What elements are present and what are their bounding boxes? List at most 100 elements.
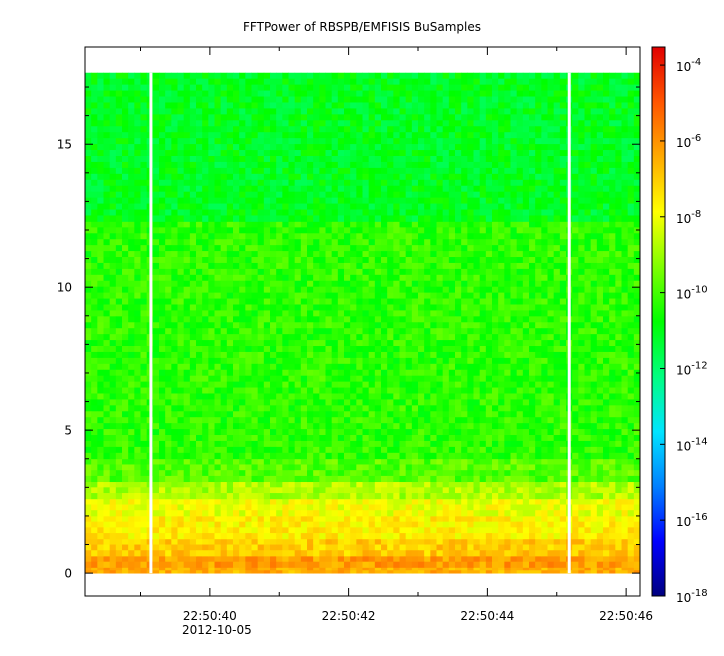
heatmap-cell xyxy=(122,411,129,418)
heatmap-cell xyxy=(461,493,468,500)
heatmap-cell xyxy=(603,538,610,545)
heatmap-cell xyxy=(189,274,197,282)
heatmap-cell xyxy=(159,550,166,557)
heatmap-cell xyxy=(374,233,382,240)
heatmap-cell xyxy=(152,251,160,258)
heatmap-cell xyxy=(559,464,567,471)
heatmap-cell xyxy=(559,487,567,494)
heatmap-cell xyxy=(251,375,259,383)
heatmap-cell xyxy=(288,515,296,523)
heatmap-cell xyxy=(393,280,400,288)
heatmap-cell xyxy=(319,322,326,329)
heatmap-cell xyxy=(510,533,518,540)
heatmap-cell xyxy=(621,567,629,571)
heatmap-cell xyxy=(442,363,450,371)
heatmap-cell xyxy=(584,567,592,571)
heatmap-cell xyxy=(448,515,456,523)
heatmap-cell xyxy=(510,527,518,534)
heatmap-cell xyxy=(627,393,635,400)
heatmap-cell xyxy=(442,257,450,264)
heatmap-cell xyxy=(152,334,160,341)
heatmap-cell xyxy=(381,227,388,234)
heatmap-cell xyxy=(615,470,622,477)
heatmap-cell xyxy=(553,538,561,545)
heatmap-cell xyxy=(405,357,413,365)
heatmap-cell xyxy=(233,346,240,353)
heatmap-cell xyxy=(442,567,450,571)
heatmap-cell xyxy=(362,538,370,545)
heatmap-cell xyxy=(159,268,166,276)
heatmap-cell xyxy=(559,550,567,557)
heatmap-cell xyxy=(189,369,197,377)
heatmap-cell xyxy=(288,334,296,341)
heatmap-cell xyxy=(516,357,524,365)
heatmap-cell xyxy=(171,257,178,264)
heatmap-cell xyxy=(461,521,468,528)
heatmap-cell xyxy=(596,487,604,494)
heatmap-cell xyxy=(103,346,111,353)
heatmap-cell xyxy=(633,538,641,545)
heatmap-cell xyxy=(584,227,592,234)
heatmap-cell xyxy=(405,351,413,359)
heatmap-cell xyxy=(448,322,456,329)
heatmap-cell xyxy=(202,221,209,228)
heatmap-cell xyxy=(393,239,400,246)
heatmap-cell xyxy=(350,233,357,240)
heatmap-cell xyxy=(596,233,604,240)
heatmap-cell xyxy=(442,458,450,465)
heatmap-cell xyxy=(171,550,178,557)
heatmap-cell xyxy=(516,280,524,288)
heatmap-cell xyxy=(424,504,431,511)
heatmap-cell xyxy=(479,245,487,252)
heatmap-cell xyxy=(411,393,419,400)
heatmap-cell xyxy=(374,268,382,276)
heatmap-cell xyxy=(522,310,530,317)
heatmap-cell xyxy=(621,227,629,234)
heatmap-cell xyxy=(165,493,172,500)
heatmap-cell xyxy=(510,227,518,234)
heatmap-cell xyxy=(270,387,277,394)
heatmap-cell xyxy=(177,393,185,400)
heatmap-cell xyxy=(350,274,357,282)
heatmap-cell xyxy=(479,411,487,418)
heatmap-cell xyxy=(387,221,394,228)
heatmap-cell xyxy=(208,458,215,465)
heatmap-cell xyxy=(522,487,530,494)
heatmap-cell xyxy=(405,570,413,574)
heatmap-cell xyxy=(171,334,178,341)
heatmap-cell xyxy=(522,245,530,252)
heatmap-cell xyxy=(405,227,413,234)
heatmap-cell xyxy=(171,393,178,400)
heatmap-cell xyxy=(140,458,148,465)
heatmap-cell xyxy=(134,399,141,406)
heatmap-cell xyxy=(276,515,283,523)
heatmap-cell xyxy=(609,458,616,465)
heatmap-cell xyxy=(171,561,178,568)
heatmap-cell xyxy=(633,286,641,294)
heatmap-cell xyxy=(313,498,320,505)
heatmap-cell xyxy=(590,411,598,418)
heatmap-cell xyxy=(152,417,160,424)
heatmap-cell xyxy=(337,268,345,276)
heatmap-cell xyxy=(331,481,339,488)
heatmap-cell xyxy=(251,550,259,557)
heatmap-cell xyxy=(615,262,622,270)
heatmap-cell xyxy=(522,221,530,228)
heatmap-cell xyxy=(374,393,382,400)
heatmap-cell xyxy=(461,405,468,412)
heatmap-cell xyxy=(344,475,351,483)
heatmap-cell xyxy=(467,363,474,371)
heatmap-cell xyxy=(553,381,561,388)
heatmap-cell xyxy=(85,393,92,400)
heatmap-cell xyxy=(374,470,382,477)
heatmap-cell xyxy=(448,257,456,264)
heatmap-cell xyxy=(498,280,505,288)
heatmap-cell xyxy=(411,550,419,557)
heatmap-cell xyxy=(418,334,425,341)
heatmap-cell xyxy=(529,292,536,299)
heatmap-cell xyxy=(590,274,598,282)
heatmap-cell xyxy=(257,375,265,383)
heatmap-cell xyxy=(165,227,172,234)
heatmap-cell xyxy=(553,375,561,383)
heatmap-cell xyxy=(134,304,141,311)
